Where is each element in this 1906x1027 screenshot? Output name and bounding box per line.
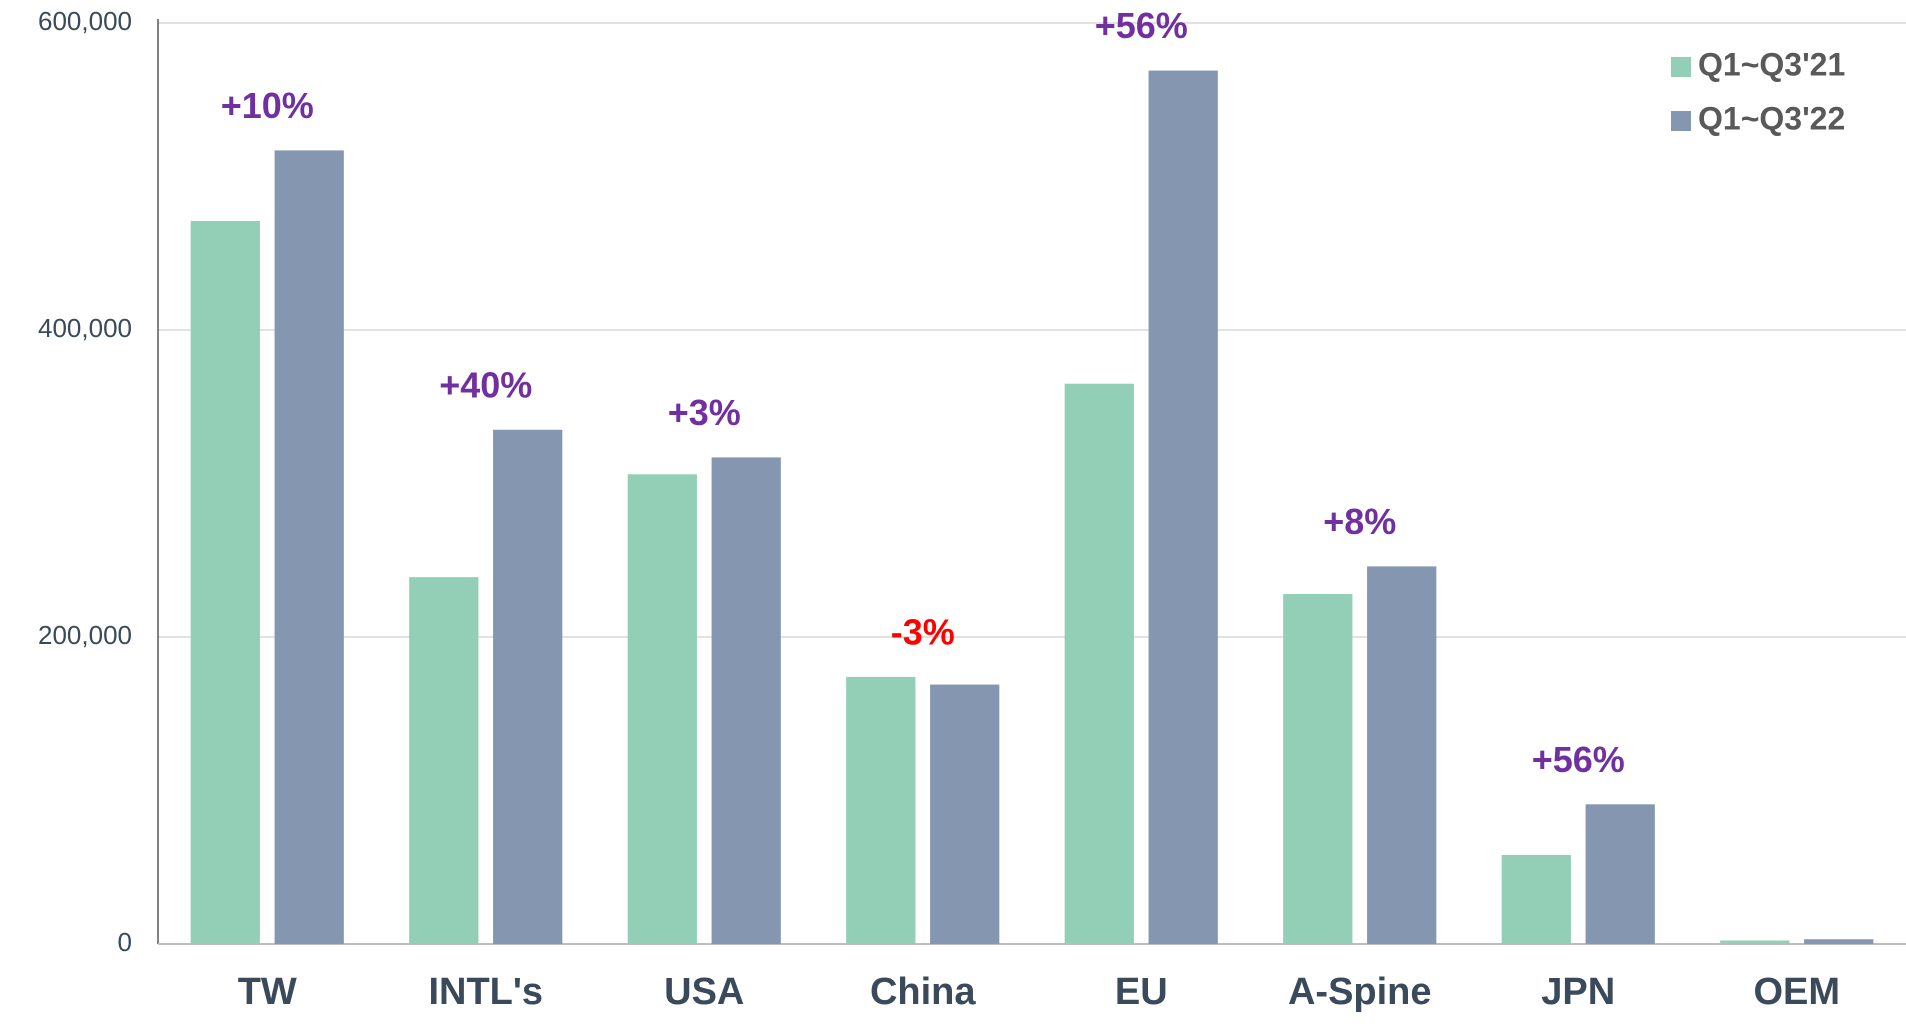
legend-swatch: [1671, 111, 1691, 131]
bar: [711, 457, 781, 944]
x-tick-label: OEM: [1753, 971, 1840, 1013]
bar: [1148, 70, 1218, 944]
bar: [409, 577, 479, 944]
x-tick-label: USA: [664, 971, 744, 1013]
bar: [1501, 854, 1571, 944]
legend-label: Q1~Q3'21: [1698, 46, 1845, 82]
annotation: -3%: [891, 611, 955, 652]
annotation: +8%: [1323, 501, 1396, 542]
bar: [930, 684, 1000, 944]
annotation: +56%: [1532, 739, 1625, 780]
annotation: +56%: [1095, 5, 1188, 46]
annotation: +10%: [221, 85, 314, 126]
x-tick-label: JPN: [1541, 971, 1615, 1013]
y-tick-label: 0: [118, 927, 132, 957]
bar: [1720, 940, 1790, 944]
x-tick-label: China: [870, 971, 976, 1013]
bar: [1585, 804, 1655, 944]
annotation: +3%: [668, 392, 741, 433]
x-tick-label: INTL's: [428, 971, 543, 1013]
bar: [190, 221, 260, 944]
bar: [493, 429, 563, 944]
bar: [1804, 939, 1874, 944]
y-tick-label: 200,000: [38, 620, 132, 650]
legend-label: Q1~Q3'22: [1698, 100, 1845, 136]
legend-swatch: [1671, 57, 1691, 77]
x-tick-label: A-Spine: [1288, 971, 1432, 1013]
y-tick-label: 400,000: [38, 313, 132, 343]
bar: [1064, 383, 1134, 945]
bar: [627, 474, 697, 944]
annotation: +40%: [439, 364, 532, 405]
y-tick-label: 600,000: [38, 6, 132, 36]
bar: [1283, 594, 1353, 944]
bar: [846, 676, 916, 944]
bar: [1367, 566, 1437, 944]
x-tick-label: EU: [1115, 971, 1168, 1013]
x-tick-label: TW: [238, 971, 297, 1013]
bar: [274, 150, 344, 944]
